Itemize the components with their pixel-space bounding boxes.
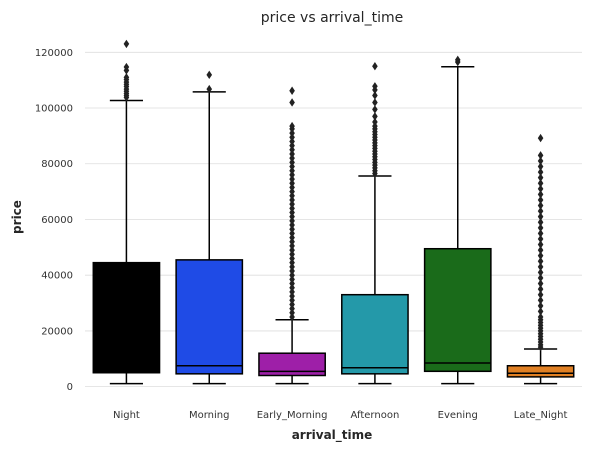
outlier-point xyxy=(537,268,544,277)
y-tick-label: 40000 xyxy=(41,271,73,282)
y-tick-label: 20000 xyxy=(41,326,73,337)
x-tick-label: Morning xyxy=(189,410,229,421)
outlier-point xyxy=(372,62,378,71)
outlier-point xyxy=(123,73,130,82)
y-tick-label: 0 xyxy=(67,382,73,393)
outlier-point xyxy=(537,190,544,199)
outlier-point xyxy=(537,206,544,216)
outlier-point xyxy=(289,86,295,95)
x-tick-label: Late_Night xyxy=(514,410,568,421)
outlier-point xyxy=(537,296,544,305)
box-evening xyxy=(423,55,492,385)
outlier-point xyxy=(537,218,544,227)
outlier-point xyxy=(372,117,378,127)
outlier-point xyxy=(537,307,544,316)
y-tick-label: 80000 xyxy=(41,159,73,170)
outlier-point xyxy=(372,82,378,91)
outlier-point xyxy=(537,212,544,221)
iqr-box xyxy=(423,247,492,373)
x-tick-label: Night xyxy=(113,410,140,421)
iqr-box xyxy=(92,261,161,374)
box-early-morning xyxy=(258,86,326,385)
x-axis-label: arrival_time xyxy=(292,428,373,443)
outlier-point xyxy=(537,279,544,288)
outlier-point xyxy=(537,229,544,238)
outlier-point xyxy=(372,91,378,100)
outlier-point xyxy=(537,184,544,194)
outlier-point xyxy=(537,179,544,188)
outlier-point xyxy=(537,301,544,311)
outlier-point xyxy=(537,156,544,166)
chart-title: price vs arrival_time xyxy=(261,10,403,26)
iqr-box xyxy=(258,352,326,377)
box-late-night xyxy=(506,133,575,385)
outlier-point xyxy=(372,112,378,121)
outlier-point xyxy=(537,234,544,244)
outlier-point xyxy=(537,223,544,233)
outlier-point xyxy=(537,240,544,249)
outlier-point xyxy=(537,251,544,260)
y-axis-label: price xyxy=(10,200,24,234)
outlier-point xyxy=(537,273,544,283)
outlier-point xyxy=(537,195,544,205)
outlier-point xyxy=(537,173,544,182)
x-tick-labels: Night Morning Early_Morning Afternoon Evenin… xyxy=(113,410,568,421)
outlier-point xyxy=(537,257,544,266)
y-tick-label: 100000 xyxy=(35,104,73,115)
outlier-point xyxy=(537,312,544,322)
box-morning xyxy=(175,70,244,385)
x-tick-label: Evening xyxy=(438,410,478,421)
outlier-point xyxy=(123,39,130,49)
outlier-point xyxy=(537,290,544,299)
outlier-point xyxy=(537,133,544,143)
outlier-point xyxy=(537,284,544,294)
box-afternoon xyxy=(341,62,409,385)
box-night xyxy=(92,39,161,385)
outlier-point xyxy=(537,201,544,210)
outlier-point xyxy=(372,98,378,107)
iqr-box xyxy=(341,293,409,375)
outlier-point xyxy=(372,105,378,114)
x-tick-label: Early_Morning xyxy=(257,410,328,421)
outlier-point xyxy=(289,121,295,131)
outlier-point xyxy=(537,167,544,177)
outlier-point xyxy=(123,62,130,72)
y-gridlines xyxy=(85,51,582,388)
x-tick-label: Afternoon xyxy=(351,410,400,421)
outlier-point xyxy=(206,70,213,80)
y-tick-label: 60000 xyxy=(41,215,73,226)
outlier-point xyxy=(537,262,544,272)
boxes xyxy=(92,39,575,385)
outlier-point xyxy=(537,151,544,160)
y-tick-label: 120000 xyxy=(35,48,73,59)
outlier-point xyxy=(537,162,544,171)
outlier-point xyxy=(537,245,544,255)
iqr-box xyxy=(506,364,575,378)
outlier-point xyxy=(206,84,213,94)
iqr-box xyxy=(175,259,244,375)
outlier-point xyxy=(454,55,461,65)
outlier-point xyxy=(289,98,295,107)
y-tick-labels: 0 20000 40000 60000 80000 100000 120000 xyxy=(35,48,73,393)
